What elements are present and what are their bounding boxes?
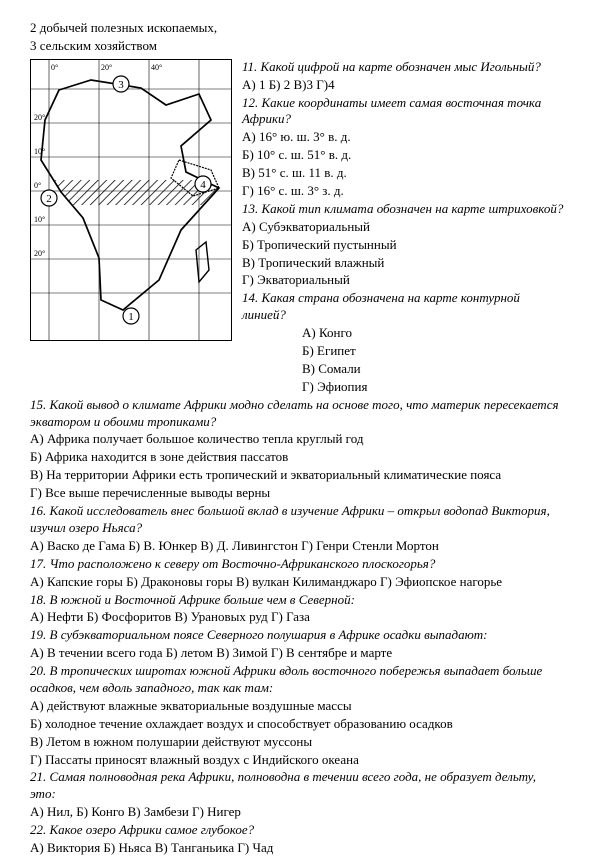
q12: 12. Какие координаты имеет самая восточн… [242,95,565,129]
svg-text:2: 2 [46,193,52,205]
q19-ans: А) В течении всего года Б) летом В) Зимо… [30,645,565,662]
q12-c: В) 51° с. ш. 11 в. д. [242,165,565,182]
q18-ans: А) Нефти Б) Фосфоритов В) Урановых руд Г… [30,609,565,626]
q21: 21. Самая полноводная река Африки, полно… [30,769,565,803]
svg-text:0°: 0° [51,63,58,72]
q20-b: Б) холодное течение охлаждает воздух и с… [30,716,565,733]
q14-c: В) Сомали [242,361,565,378]
q15-d: Г) Все выше перечисленные выводы верны [30,485,565,502]
q16: 16. Какой исследователь внес большой вкл… [30,503,565,537]
q21-ans: А) Нил, Б) Конго В) Замбези Г) Нигер [30,804,565,821]
right-questions: 11. Какой цифрой на карте обозначен мыс … [242,59,565,397]
q17: 17. Что расположено к северу от Восточно… [30,556,565,573]
q12-d: Г) 16° с. ш. 3° з. д. [242,183,565,200]
q14-a: А) Конго [242,325,565,342]
q19: 19. В субэкваториальном поясе Северного … [30,627,565,644]
q13-b: Б) Тропический пустынный [242,237,565,254]
top-line-2: 3 сельским хозяйством [30,38,565,55]
q13-c: В) Тропический влажный [242,255,565,272]
q11: 11. Какой цифрой на карте обозначен мыс … [242,59,565,76]
q20-a: А) действуют влажные экваториальные возд… [30,698,565,715]
q14-b: Б) Египет [242,343,565,360]
q22-ans: А) Виктория Б) Ньяса В) Танганьика Г) Ча… [30,840,565,857]
q11-answers: А) 1 Б) 2 В)3 Г)4 [242,77,565,94]
q13-d: Г) Экваториальный [242,272,565,289]
svg-text:4: 4 [200,179,206,191]
svg-text:0°: 0° [34,181,41,190]
below-questions: 15. Какой вывод о климате Африки модно с… [30,397,565,857]
q14: 14. Какая страна обозначена на карте кон… [242,290,565,324]
top-line-1: 2 добычей полезных ископаемых, [30,20,565,37]
q15: 15. Какой вывод о климате Африки модно с… [30,397,565,431]
q12-b: Б) 10° с. ш. 51° в. д. [242,147,565,164]
svg-text:20°: 20° [34,249,45,258]
q15-b: Б) Африка находится в зоне действия пасс… [30,449,565,466]
q13: 13. Какой тип климата обозначен на карте… [242,201,565,218]
svg-text:10°: 10° [34,147,45,156]
q14-d: Г) Эфиопия [242,379,565,396]
q15-c: В) На территории Африки есть тропический… [30,467,565,484]
q12-a: А) 16° ю. ш. 3° в. д. [242,129,565,146]
q18: 18. В южной и Восточной Африке больше че… [30,592,565,609]
africa-map: 3 4 2 1 20° 10° 0° 10° 20° 0° 20° 40° [30,59,232,341]
q16-ans: А) Васко де Гама Б) В. Юнкер В) Д. Ливин… [30,538,565,555]
q17-ans: А) Капские горы Б) Драконовы горы В) вул… [30,574,565,591]
q15-a: А) Африка получает большое количество те… [30,431,565,448]
q20: 20. В тропических широтах южной Африки в… [30,663,565,697]
svg-text:40°: 40° [151,63,162,72]
q20-c: В) Летом в южном полушарии действуют мус… [30,734,565,751]
svg-text:20°: 20° [34,113,45,122]
q13-a: А) Субэкваториальный [242,219,565,236]
svg-text:3: 3 [118,79,124,91]
svg-text:1: 1 [128,311,134,323]
q22: 22. Какое озеро Африки самое глубокое? [30,822,565,839]
q20-d: Г) Пассаты приносят влажный воздух с Инд… [30,752,565,769]
svg-text:10°: 10° [34,215,45,224]
svg-text:20°: 20° [101,63,112,72]
